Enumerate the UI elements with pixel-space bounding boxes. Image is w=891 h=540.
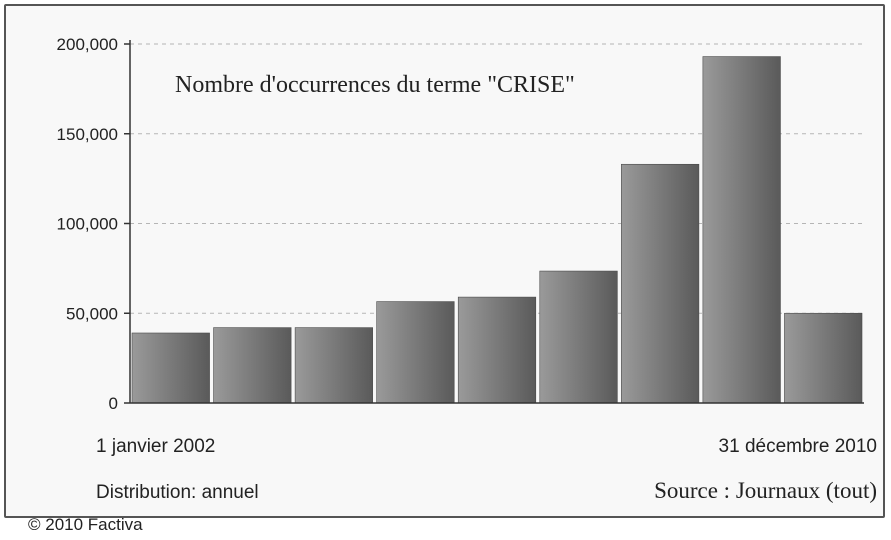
distribution-label: Distribution: annuel <box>96 482 259 503</box>
chart-title: Nombre d'occurrences du terme "CRISE" <box>175 72 575 98</box>
bar-chart: 0 50,000 100,000 150,000 200,000 Nombre d'oc… <box>57 35 864 413</box>
copyright-label: © 2010 Factiva <box>28 515 143 534</box>
bar-2010 <box>784 312 863 404</box>
y-tick-label: 200,000 <box>57 35 118 54</box>
y-tick-label: 0 <box>109 394 118 413</box>
bar-2007 <box>539 270 618 404</box>
y-tick-label: 100,000 <box>57 215 118 234</box>
y-tick-label: 150,000 <box>57 125 118 144</box>
bar-2002 <box>131 332 210 404</box>
end-date-label: 31 décembre 2010 <box>718 436 877 457</box>
bar-2003 <box>213 327 292 404</box>
y-axis-ticks: 0 50,000 100,000 150,000 200,000 <box>57 35 130 413</box>
bars <box>131 56 863 404</box>
bar-2004 <box>294 327 373 404</box>
start-date-label: 1 janvier 2002 <box>96 436 216 457</box>
bar-2005 <box>376 301 455 404</box>
bar-2009 <box>702 56 781 404</box>
bar-2008 <box>621 163 700 404</box>
source-label: Source : Journaux (tout) <box>654 478 877 503</box>
bar-2006 <box>457 296 537 404</box>
y-tick-label: 50,000 <box>66 304 118 323</box>
